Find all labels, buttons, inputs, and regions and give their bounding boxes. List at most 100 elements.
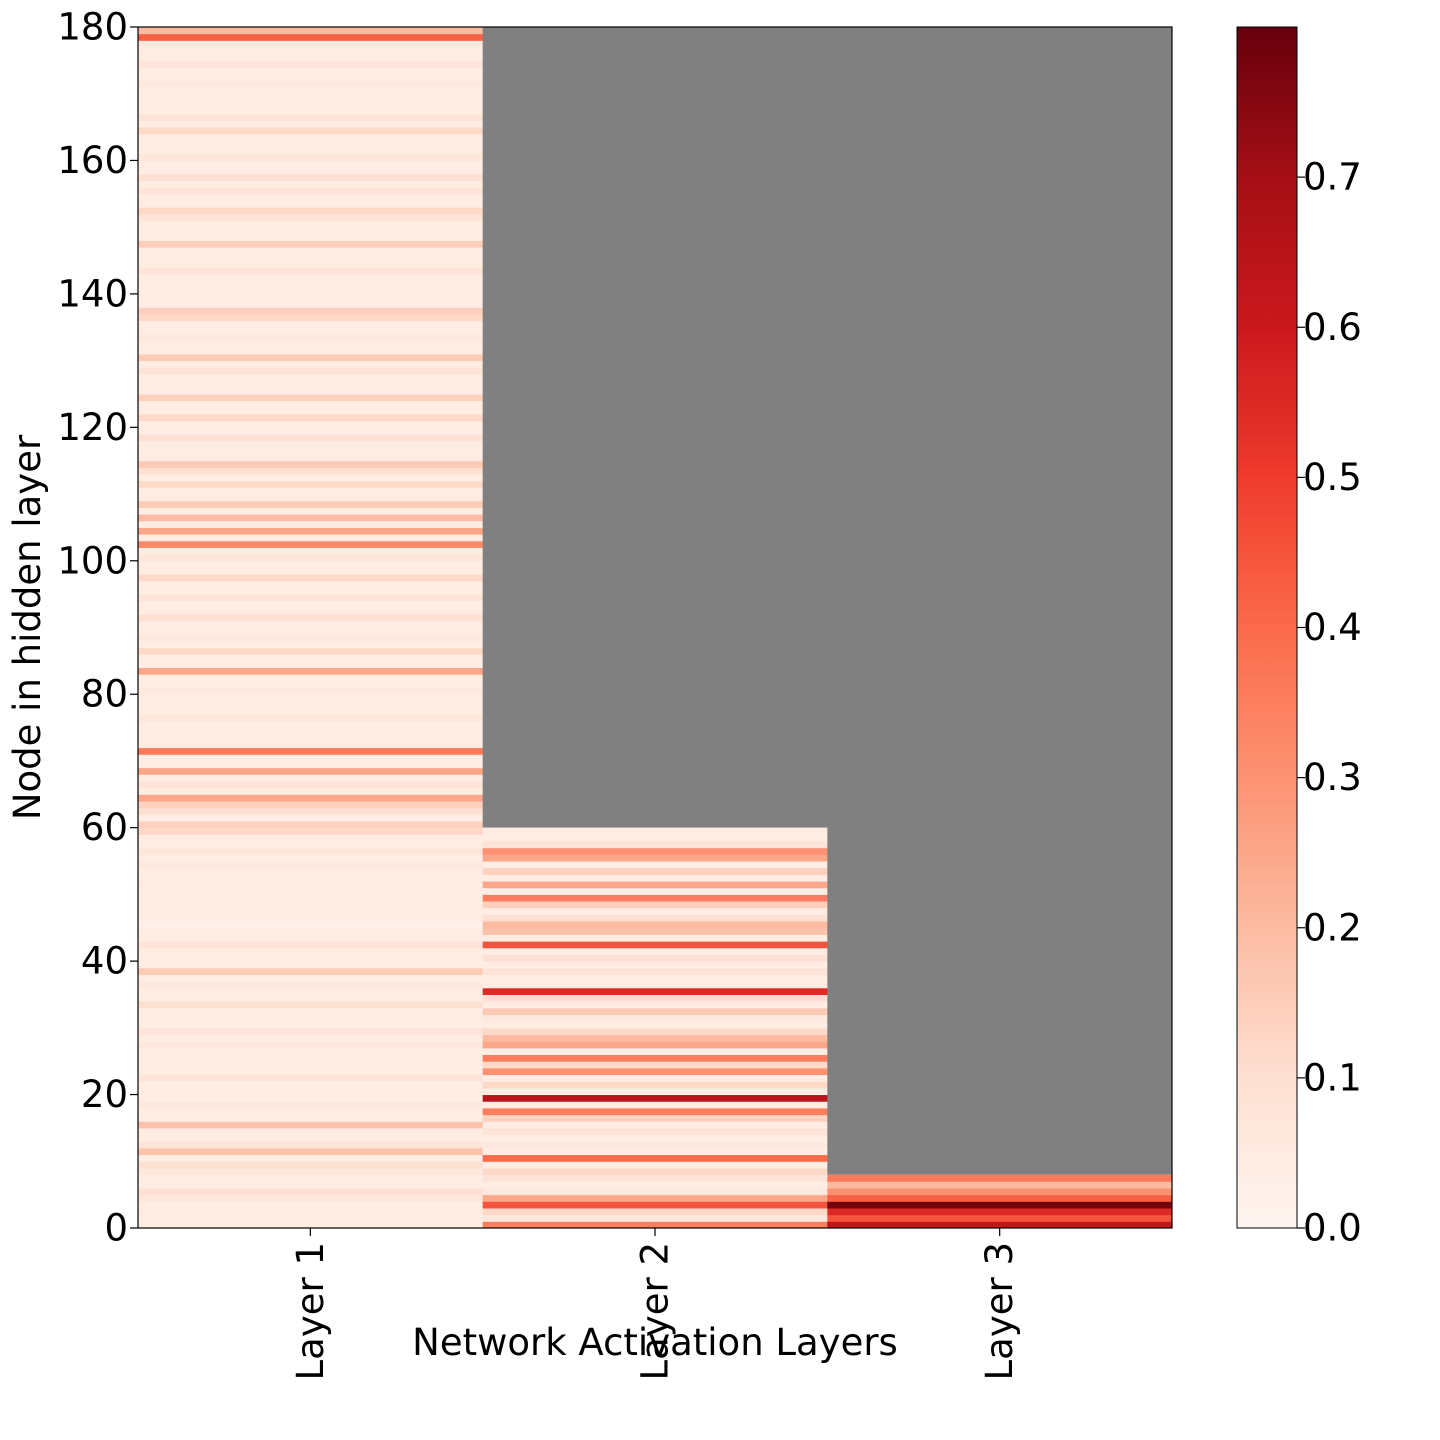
heatmap-cell bbox=[138, 474, 484, 482]
heatmap-cell bbox=[138, 400, 484, 408]
heatmap-cell bbox=[138, 53, 484, 61]
heatmap-cell bbox=[138, 627, 484, 635]
heatmap-cell bbox=[138, 947, 484, 955]
heatmap-cell bbox=[827, 1187, 1173, 1196]
heatmap-cell bbox=[482, 894, 828, 902]
heatmap-cell bbox=[482, 967, 828, 975]
heatmap-cell bbox=[138, 514, 484, 522]
heatmap-cell bbox=[138, 1014, 484, 1022]
heatmap-cell bbox=[482, 1067, 828, 1076]
heatmap-cell bbox=[482, 907, 828, 915]
heatmap-cell bbox=[482, 1061, 828, 1069]
heatmap-cell bbox=[482, 1007, 828, 1015]
heatmap-cell bbox=[482, 867, 828, 875]
heatmap-cell bbox=[138, 240, 484, 248]
y-tick-label: 180 bbox=[57, 6, 128, 49]
x-tick-label: Layer 3 bbox=[978, 1242, 1021, 1380]
heatmap-cell bbox=[138, 667, 484, 675]
heatmap-cell bbox=[482, 1087, 828, 1096]
heatmap-cell bbox=[138, 794, 484, 802]
heatmap-cell bbox=[482, 1127, 828, 1136]
heatmap-cell bbox=[482, 861, 828, 869]
heatmap-cell bbox=[138, 1027, 484, 1036]
heatmap-cell bbox=[138, 193, 484, 201]
heatmap-cell bbox=[482, 1214, 828, 1222]
heatmap-cell bbox=[482, 1161, 828, 1169]
heatmap-cell bbox=[482, 961, 828, 969]
heatmap-cell bbox=[138, 727, 484, 735]
heatmap-cell bbox=[138, 847, 484, 855]
heatmap-cell bbox=[482, 1201, 828, 1209]
heatmap-cell bbox=[482, 1081, 828, 1089]
heatmap-cell bbox=[138, 80, 484, 88]
heatmap-cell bbox=[138, 173, 484, 181]
heatmap-cell bbox=[138, 861, 484, 869]
heatmap-cell bbox=[827, 1214, 1173, 1222]
heatmap-cell bbox=[138, 1201, 484, 1209]
heatmap-cell bbox=[482, 1154, 828, 1162]
heatmap-cell bbox=[482, 1121, 828, 1129]
heatmap-cell bbox=[138, 360, 484, 368]
heatmap-cell bbox=[138, 547, 484, 555]
heatmap-cell bbox=[482, 987, 828, 995]
heatmap-cell bbox=[138, 820, 484, 829]
heatmap-cell bbox=[482, 874, 828, 882]
x-tick-label: Layer 2 bbox=[634, 1242, 677, 1380]
heatmap-cell bbox=[138, 1054, 484, 1062]
heatmap-cell bbox=[138, 534, 484, 542]
heatmap-cell bbox=[138, 1141, 484, 1149]
heatmap-cell bbox=[482, 947, 828, 955]
heatmap-cell bbox=[138, 480, 484, 488]
heatmap-cell bbox=[138, 747, 484, 755]
heatmap-cell bbox=[482, 921, 828, 929]
heatmap-cell bbox=[138, 1167, 484, 1176]
heatmap-cell bbox=[482, 981, 828, 989]
heatmap-cell bbox=[138, 981, 484, 989]
heatmap-cell bbox=[138, 133, 484, 141]
heatmap-cell bbox=[138, 1107, 484, 1116]
heatmap-cell bbox=[138, 227, 484, 235]
heatmap-cell bbox=[138, 100, 484, 108]
heatmap-cell bbox=[138, 494, 484, 502]
heatmap-cell bbox=[138, 540, 484, 548]
heatmap-cell bbox=[482, 914, 828, 922]
heatmap-cell bbox=[138, 647, 484, 655]
heatmap-cell bbox=[482, 1187, 828, 1196]
heatmap-cell bbox=[138, 47, 484, 55]
heatmap-cell bbox=[138, 620, 484, 628]
heatmap-cell bbox=[138, 941, 484, 949]
heatmap-cell bbox=[138, 987, 484, 995]
y-tick-label: 140 bbox=[57, 272, 128, 315]
y-tick-label: 0 bbox=[104, 1207, 128, 1250]
heatmap-cell bbox=[138, 1094, 484, 1102]
heatmap-cell bbox=[138, 287, 484, 295]
heatmap-cell bbox=[138, 560, 484, 568]
heatmap-cell bbox=[138, 1154, 484, 1162]
y-tick-label: 160 bbox=[57, 139, 128, 182]
heatmap-cell bbox=[138, 714, 484, 722]
colorbar-tick-label: 0.3 bbox=[1303, 756, 1362, 799]
heatmap-cell bbox=[138, 1081, 484, 1089]
heatmap-cell bbox=[482, 847, 828, 855]
heatmap-cell bbox=[138, 260, 484, 268]
heatmap-cell bbox=[138, 1067, 484, 1076]
heatmap-cell bbox=[138, 27, 484, 35]
heatmap-cell bbox=[138, 634, 484, 642]
heatmap-cell bbox=[138, 60, 484, 68]
heatmap-cell bbox=[482, 1021, 828, 1029]
heatmap-cell bbox=[138, 894, 484, 902]
heatmap-cell bbox=[138, 694, 484, 702]
heatmap-cell bbox=[138, 707, 484, 715]
heatmap-cell bbox=[482, 1194, 828, 1202]
heatmap-cell bbox=[138, 307, 484, 315]
y-tick-label: 40 bbox=[81, 940, 128, 983]
heatmap-cell bbox=[138, 420, 484, 428]
heatmap-cell bbox=[138, 67, 484, 75]
heatmap-cell bbox=[138, 654, 484, 662]
missing-cell-3 bbox=[827, 27, 1173, 1175]
heatmap-cell bbox=[138, 834, 484, 842]
heatmap-cell bbox=[138, 293, 484, 302]
heatmap-cell bbox=[482, 1034, 828, 1042]
heatmap-cell bbox=[138, 460, 484, 468]
x-axis: Layer 1 Layer 2 Layer 3 bbox=[289, 1228, 1021, 1380]
